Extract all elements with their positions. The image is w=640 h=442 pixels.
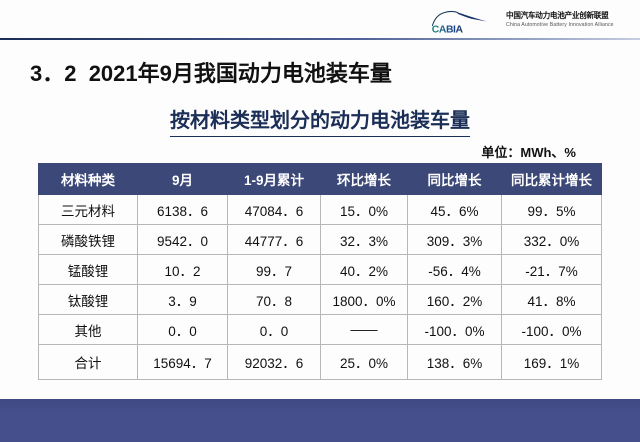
svg-text:CABIA: CABIA — [432, 25, 464, 35]
